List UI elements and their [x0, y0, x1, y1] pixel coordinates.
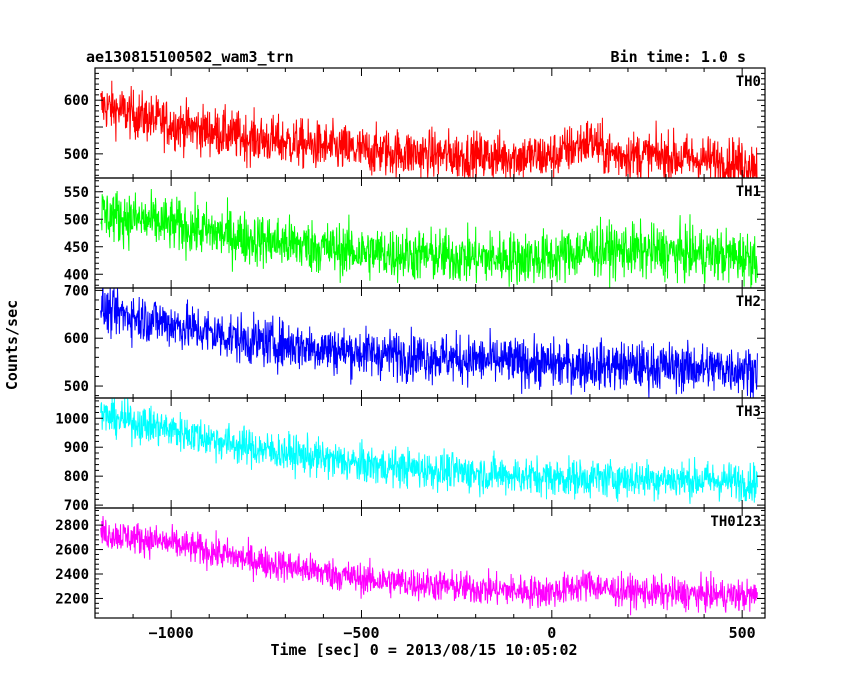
series-line-th2 [100, 288, 758, 398]
series-line-th3 [100, 398, 758, 504]
panels-group: 500 600 TH0 400 450 500 550 TH1 500 600 700 TH2 700 8… [55, 67, 766, 642]
y-tick-label: 500 [64, 147, 89, 163]
y-tick-label: 700 [64, 283, 89, 299]
panel-frame-th2 [94, 287, 766, 399]
y-tick-label: 2200 [55, 591, 89, 607]
panel-frame-th3 [94, 397, 766, 509]
y-tick-label: 900 [64, 440, 89, 456]
panel-label-th2: TH2 [736, 294, 761, 310]
y-tick-label: 450 [64, 240, 89, 256]
y-tick-label: 600 [64, 93, 89, 109]
y-tick-label: 700 [64, 498, 89, 514]
panel-frame-th0123 [94, 507, 766, 619]
y-tick-label: 2600 [55, 543, 89, 559]
series-line-th1 [100, 188, 758, 288]
panel-label-th0: TH0 [736, 74, 761, 90]
y-tick-label: 500 [64, 212, 89, 228]
y-tick-label: 500 [64, 379, 89, 395]
y-tick-label: 550 [64, 185, 89, 201]
x-tick-label: 500 [729, 624, 756, 642]
x-tick-label: −1000 [149, 624, 194, 642]
series-line-th0 [100, 80, 758, 178]
x-tick-label: 0 [547, 624, 556, 642]
bin-time-label: Bin time: 1.0 s [611, 48, 746, 66]
y-tick-label: 400 [64, 267, 89, 283]
y-tick-label: 800 [64, 469, 89, 485]
panel-label-th0123: TH0123 [710, 514, 761, 530]
y-tick-label: 600 [64, 331, 89, 347]
y-tick-label: 1000 [55, 411, 89, 427]
panel-label-th1: TH1 [736, 184, 761, 200]
y-tick-label: 2400 [55, 567, 89, 583]
x-tick-label: −500 [343, 624, 379, 642]
y-axis-label: Counts/sec [3, 300, 21, 390]
y-tick-label: 2800 [55, 518, 89, 534]
chart-title: ae130815100502_wam3_trn [86, 48, 294, 66]
series-line-th0123 [100, 515, 758, 616]
panel-label-th3: TH3 [736, 404, 761, 420]
x-axis-label: Time [sec] 0 = 2013/08/15 10:05:02 [270, 641, 577, 659]
